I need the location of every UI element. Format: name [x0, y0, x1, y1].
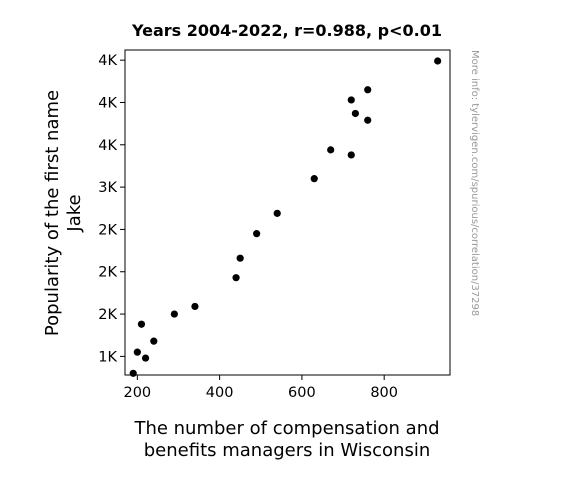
data-point — [129, 369, 137, 377]
y-tick-label: 2K — [98, 307, 117, 323]
y-ticks: 1K 2K 2K 2K 3K 4K 4K 4K — [98, 53, 125, 365]
y-tick-label: 2K — [98, 222, 117, 238]
data-point — [133, 348, 141, 356]
data-point — [327, 146, 335, 154]
data-point — [137, 320, 146, 328]
data-point — [232, 274, 240, 282]
x-tick-label: 600 — [288, 385, 316, 401]
y-tick-label: 3K — [98, 180, 117, 196]
y-tick-label: 2K — [98, 265, 117, 281]
data-point — [347, 151, 355, 159]
plot-frame — [124, 49, 451, 376]
y-tick-label: 1K — [98, 349, 117, 365]
data-point — [434, 57, 442, 65]
data-point — [150, 337, 158, 345]
data-point — [236, 254, 244, 262]
y-tick-label: 4K — [98, 95, 117, 111]
x-tick-label: 400 — [206, 385, 234, 401]
x-tick-label: 200 — [123, 385, 151, 401]
data-point — [170, 310, 178, 318]
y-tick-label: 4K — [98, 138, 117, 154]
chart-title: Years 2004-2022, r=0.988, p<0.01 — [131, 21, 442, 40]
data-point — [351, 109, 359, 118]
y-tick-label: 4K — [98, 53, 117, 69]
y-axis-label-line-2: Jake — [64, 194, 85, 232]
y-axis-label: Popularity of the first name Jake — [42, 90, 85, 336]
data-points — [129, 57, 442, 377]
x-axis-label: The number of compensation and benefits … — [133, 418, 439, 461]
x-axis-label-line-2: benefits managers in Wisconsin — [144, 440, 431, 461]
x-axis-label-line-1: The number of compensation and — [133, 418, 439, 439]
y-axis-label-line-1: Popularity of the first name — [42, 90, 63, 336]
data-point — [347, 96, 355, 104]
x-tick-label: 800 — [370, 385, 398, 401]
data-point — [273, 209, 281, 217]
data-point — [253, 230, 261, 238]
data-point — [364, 116, 372, 124]
data-point — [310, 175, 318, 183]
data-point — [364, 86, 372, 94]
data-point — [191, 302, 199, 311]
x-ticks: 200 400 600 800 — [123, 375, 398, 401]
watermark-text: More info: tylervigen.com/spurious/corre… — [469, 50, 480, 316]
data-point — [141, 354, 150, 362]
